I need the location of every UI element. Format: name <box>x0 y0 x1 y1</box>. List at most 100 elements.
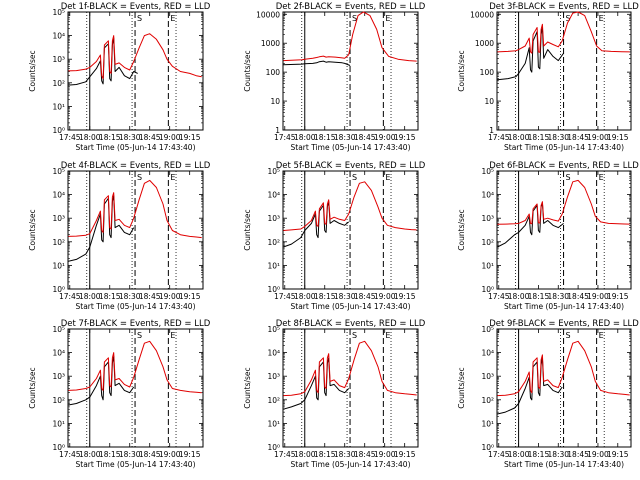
x-axis-label: Start Time (05-Jun-14 17:43:40) <box>76 302 196 311</box>
y-tick-label: 10⁵ <box>52 167 65 176</box>
chart-panel-3: Det 3f-BLACK = Events, RED = LLD Counts/s… <box>457 2 639 152</box>
x-tick-label: 18:00 <box>508 450 530 459</box>
series-line-lld <box>283 340 417 397</box>
y-tick-label: 10⁵ <box>52 325 65 334</box>
x-tick-label: 18:15 <box>99 292 121 301</box>
x-tick-label: 18:00 <box>79 450 101 459</box>
y-tick-label: 10⁰ <box>481 285 494 294</box>
y-tick-label: 10⁰ <box>267 285 280 294</box>
y-tick-label: 10⁴ <box>481 349 494 358</box>
time-marker-label: E <box>170 14 175 23</box>
x-tick-label: 17:45 <box>59 450 81 459</box>
y-tick-label: 10³ <box>267 372 280 381</box>
x-tick-label: 18:30 <box>334 133 356 142</box>
y-tick-label: 10⁰ <box>481 443 494 452</box>
x-tick-label: 19:00 <box>374 450 396 459</box>
x-tick-label: 19:00 <box>159 133 181 142</box>
time-marker-label: E <box>599 331 604 340</box>
y-axis-label: Counts/sec <box>457 367 466 408</box>
x-tick-label: 17:45 <box>274 133 296 142</box>
y-axis-label: Counts/sec <box>457 209 466 250</box>
x-tick-label: 18:30 <box>119 292 141 301</box>
y-axis-label: Counts/sec <box>243 50 252 91</box>
y-tick-label: 10² <box>481 238 494 247</box>
y-tick-label: 10³ <box>267 214 280 223</box>
x-tick-label: 18:00 <box>294 133 316 142</box>
y-tick-label: 1000 <box>475 39 494 48</box>
y-tick-label: 10² <box>481 396 494 405</box>
y-tick-label: 10⁰ <box>52 126 65 135</box>
x-tick-label: 18:15 <box>314 292 336 301</box>
y-axis-label: Counts/sec <box>457 50 466 91</box>
x-tick-label: 19:15 <box>394 292 416 301</box>
time-marker-label: S <box>137 14 142 23</box>
series-line-lld <box>497 340 630 397</box>
time-marker-label: E <box>599 173 604 182</box>
y-tick-label: 10² <box>267 238 280 247</box>
y-tick-label: 10⁴ <box>267 191 280 200</box>
series-line-lld <box>68 33 202 80</box>
x-tick-label: 19:00 <box>587 450 609 459</box>
series-line-events <box>497 202 564 248</box>
y-tick-label: 10⁵ <box>267 167 280 176</box>
x-tick-label: 19:15 <box>179 133 201 142</box>
x-tick-label: 18:30 <box>119 450 141 459</box>
y-tick-label: 10⁵ <box>267 325 280 334</box>
x-axis-label: Start Time (05-Jun-14 17:43:40) <box>504 460 624 469</box>
y-tick-label: 10¹ <box>52 261 65 270</box>
time-marker-label: E <box>385 331 390 340</box>
time-marker-label: S <box>566 14 571 23</box>
time-marker-label: E <box>385 14 390 23</box>
y-tick-label: 1 <box>489 126 494 135</box>
x-tick-label: 19:15 <box>607 133 629 142</box>
y-tick-label: 10⁰ <box>52 443 65 452</box>
chart-title: Det 6f-BLACK = Events, RED = LLD <box>489 161 639 171</box>
x-tick-label: 17:45 <box>274 292 296 301</box>
x-axis-label: Start Time (05-Jun-14 17:43:40) <box>291 143 411 152</box>
x-tick-label: 19:00 <box>159 450 181 459</box>
y-tick-label: 10³ <box>52 55 65 64</box>
y-tick-label: 10² <box>52 396 65 405</box>
x-tick-label: 18:45 <box>139 292 161 301</box>
y-tick-label: 10¹ <box>267 419 280 428</box>
chart-title: Det 2f-BLACK = Events, RED = LLD <box>276 2 426 12</box>
x-tick-label: 18:00 <box>294 292 316 301</box>
chart-title: Det 4f-BLACK = Events, RED = LLD <box>61 161 211 171</box>
series-line-lld <box>497 179 630 225</box>
x-axis-label: Start Time (05-Jun-14 17:43:40) <box>76 460 196 469</box>
x-tick-label: 19:15 <box>179 292 201 301</box>
series-line-lld <box>68 179 202 239</box>
y-tick-label: 10³ <box>481 372 494 381</box>
chart-panel-8: Det 8f-BLACK = Events, RED = LLD Counts/s… <box>243 319 426 469</box>
chart-panel-5: Det 5f-BLACK = Events, RED = LLD Counts/s… <box>243 161 426 311</box>
y-tick-label: 10⁵ <box>52 8 65 17</box>
x-tick-label: 18:30 <box>334 450 356 459</box>
x-tick-label: 18:00 <box>508 133 530 142</box>
chart-title: Det 3f-BLACK = Events, RED = LLD <box>489 2 639 12</box>
y-tick-label: 10² <box>52 79 65 88</box>
x-axis-label: Start Time (05-Jun-14 17:43:40) <box>291 460 411 469</box>
y-axis-label: Counts/sec <box>243 367 252 408</box>
time-marker-label: E <box>385 173 390 182</box>
x-tick-label: 19:15 <box>394 133 416 142</box>
x-axis-label: Start Time (05-Jun-14 17:43:40) <box>504 143 624 152</box>
x-tick-label: 18:15 <box>528 450 550 459</box>
y-axis-label: Counts/sec <box>28 209 37 250</box>
x-tick-label: 18:00 <box>294 450 316 459</box>
chart-panel-6: Det 6f-BLACK = Events, RED = LLD Counts/s… <box>457 161 639 311</box>
series-line-lld <box>497 11 630 54</box>
y-tick-label: 10⁰ <box>267 443 280 452</box>
y-tick-label: 10000 <box>470 10 494 19</box>
time-marker-label: S <box>566 331 571 340</box>
x-tick-label: 18:45 <box>567 450 589 459</box>
y-axis-label: Counts/sec <box>243 209 252 250</box>
y-tick-label: 10² <box>267 396 280 405</box>
series-line-events <box>68 195 135 262</box>
x-tick-label: 18:30 <box>119 133 141 142</box>
time-marker-label: S <box>137 173 142 182</box>
time-marker-label: S <box>566 173 571 182</box>
series-line-events <box>283 201 350 248</box>
y-tick-label: 10000 <box>256 10 280 19</box>
y-tick-label: 100 <box>480 68 495 77</box>
